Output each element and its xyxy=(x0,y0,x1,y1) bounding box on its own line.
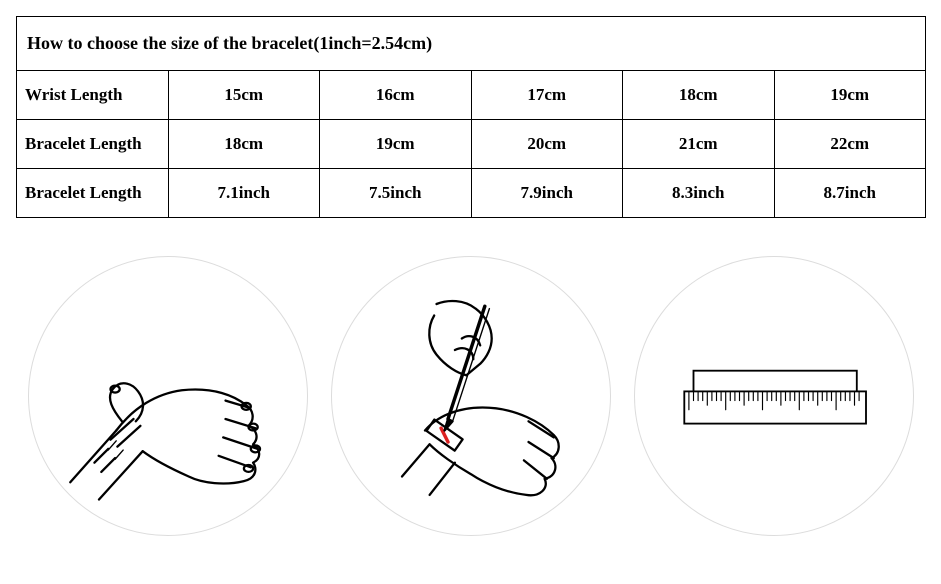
cell: 21cm xyxy=(623,120,775,169)
illustration-mark-wrist xyxy=(331,256,611,536)
table-row: Bracelet Length 18cm 19cm 20cm 21cm 22cm xyxy=(17,120,926,169)
cell: 16cm xyxy=(320,71,472,120)
cell: 19cm xyxy=(320,120,472,169)
cell: 8.7inch xyxy=(774,169,926,218)
cell: 17cm xyxy=(471,71,623,120)
cell: 15cm xyxy=(168,71,320,120)
table-title: How to choose the size of the bracelet(1… xyxy=(17,17,926,71)
cell: 7.5inch xyxy=(320,169,472,218)
size-guide-table: How to choose the size of the bracelet(1… xyxy=(16,16,926,218)
row-label: Bracelet Length xyxy=(17,120,169,169)
cell: 22cm xyxy=(774,120,926,169)
cell: 7.1inch xyxy=(168,169,320,218)
hand-strip-icon xyxy=(53,281,283,511)
cell: 18cm xyxy=(623,71,775,120)
illustration-hand-strip xyxy=(28,256,308,536)
table-row: Bracelet Length 7.1inch 7.5inch 7.9inch … xyxy=(17,169,926,218)
row-label: Bracelet Length xyxy=(17,169,169,218)
illustration-row xyxy=(16,256,926,536)
cell: 18cm xyxy=(168,120,320,169)
illustration-ruler xyxy=(634,256,914,536)
ruler-icon xyxy=(659,281,889,511)
table-row: Wrist Length 15cm 16cm 17cm 18cm 19cm xyxy=(17,71,926,120)
cell: 7.9inch xyxy=(471,169,623,218)
row-label: Wrist Length xyxy=(17,71,169,120)
cell: 19cm xyxy=(774,71,926,120)
cell: 8.3inch xyxy=(623,169,775,218)
cell: 20cm xyxy=(471,120,623,169)
mark-wrist-icon xyxy=(356,281,586,511)
